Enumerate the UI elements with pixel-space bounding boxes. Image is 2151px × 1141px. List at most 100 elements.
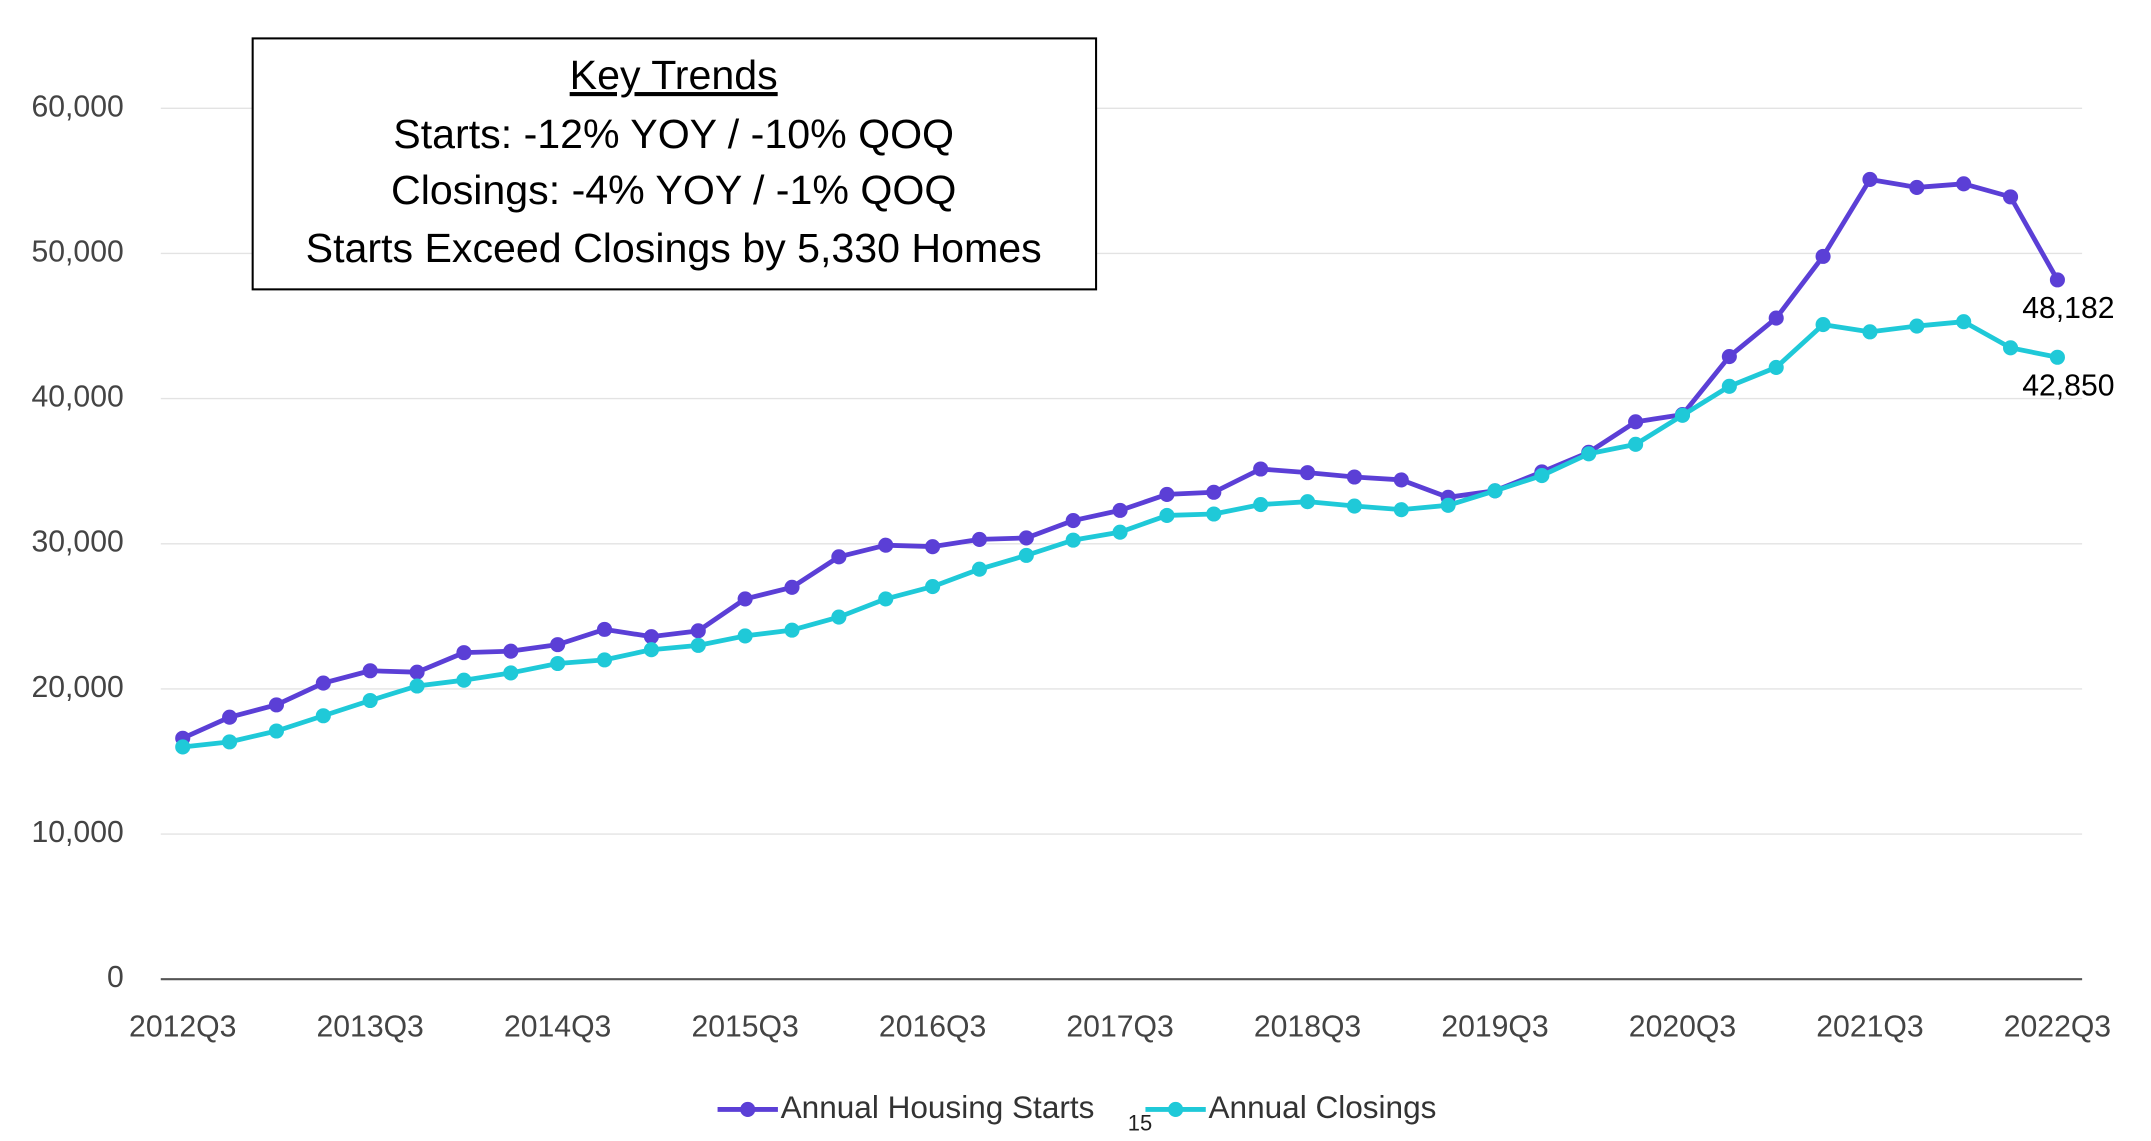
y-tick-label: 50,000: [32, 235, 124, 268]
data-point: [2003, 189, 2019, 205]
data-point: [1956, 176, 1972, 192]
data-point: [1393, 472, 1409, 488]
data-point: [1909, 179, 1925, 195]
annotation-line: Starts: -12% YOY / -10% QOQ: [393, 111, 954, 157]
data-point: [1299, 465, 1316, 481]
data-point: [2049, 272, 2065, 288]
data-point: [268, 697, 284, 713]
data-point: [831, 609, 847, 625]
x-tick-label: 2017Q3: [1066, 1011, 1173, 1044]
data-point: [596, 652, 613, 668]
data-point: [1346, 469, 1362, 485]
x-tick-label: 2019Q3: [1441, 1011, 1548, 1044]
data-point: [1768, 359, 1784, 375]
data-label: 42,850: [2022, 369, 2114, 402]
page-number: 15: [1128, 1110, 1152, 1135]
data-point: [1206, 506, 1222, 522]
x-tick-label: 2015Q3: [691, 1011, 798, 1044]
data-point: [1862, 171, 1878, 188]
data-point: [550, 637, 566, 653]
data-point: [1487, 483, 1503, 499]
data-point: [643, 642, 659, 658]
x-tick-label: 2022Q3: [2004, 1011, 2111, 1044]
data-point: [1862, 324, 1878, 340]
data-point: [643, 629, 659, 645]
data-point: [971, 531, 988, 547]
data-point: [1346, 498, 1362, 514]
y-tick-label: 0: [107, 961, 124, 994]
data-point: [1253, 461, 1269, 477]
data-point: [737, 628, 753, 644]
y-tick-label: 30,000: [32, 526, 124, 559]
data-point: [1721, 348, 1737, 365]
data-point: [456, 672, 472, 688]
data-point: [1065, 532, 1081, 548]
data-point: [1065, 512, 1081, 529]
data-point: [2049, 349, 2065, 365]
legend-marker: [740, 1101, 756, 1118]
data-point: [1721, 378, 1737, 394]
data-point: [1018, 547, 1034, 563]
data-point: [1674, 407, 1691, 423]
data-point: [1909, 318, 1925, 334]
data-point: [362, 692, 378, 709]
data-point: [784, 579, 800, 595]
data-point: [971, 561, 988, 577]
data-point: [1159, 486, 1175, 502]
data-point: [831, 549, 847, 565]
data-point: [1112, 502, 1128, 518]
data-point: [925, 539, 941, 555]
y-tick-label: 60,000: [32, 90, 124, 123]
x-tick-label: 2013Q3: [317, 1011, 424, 1044]
data-point: [409, 678, 425, 694]
data-point: [2003, 340, 2019, 356]
data-point: [1253, 497, 1269, 513]
annotation-box: [251, 37, 1098, 291]
data-point: [268, 723, 284, 739]
legend-marker: [1168, 1101, 1184, 1118]
data-point: [1534, 467, 1550, 484]
x-tick-label: 2012Q3: [129, 1011, 236, 1044]
x-tick-label: 2020Q3: [1629, 1011, 1736, 1044]
data-point: [690, 623, 706, 639]
data-point: [409, 664, 425, 680]
data-point: [1393, 502, 1409, 518]
annotation-title: Key Trends: [570, 52, 778, 98]
data-point: [175, 739, 191, 755]
x-tick-label: 2018Q3: [1254, 1011, 1361, 1044]
legend-label: Annual Housing Starts: [781, 1089, 1095, 1125]
annotation-line: Closings: -4% YOY / -1% QOQ: [391, 167, 956, 213]
data-point: [1956, 314, 1972, 330]
data-point: [1299, 494, 1316, 510]
data-label: 48,182: [2022, 292, 2114, 325]
data-point: [1112, 524, 1128, 540]
data-point: [362, 663, 378, 679]
data-point: [737, 591, 753, 607]
legend-label: Annual Closings: [1209, 1089, 1437, 1125]
x-tick-label: 2014Q3: [504, 1011, 611, 1044]
data-point: [315, 675, 331, 691]
data-point: [1768, 310, 1784, 326]
data-point: [596, 621, 613, 637]
data-point: [1440, 497, 1456, 513]
data-point: [503, 665, 519, 681]
data-point: [1581, 446, 1597, 462]
x-tick-label: 2016Q3: [879, 1011, 986, 1044]
x-tick-label: 2021Q3: [1816, 1011, 1923, 1044]
data-point: [1628, 414, 1644, 430]
data-point: [1628, 436, 1644, 452]
y-tick-label: 40,000: [32, 381, 124, 414]
data-point: [503, 643, 519, 659]
y-tick-label: 20,000: [32, 671, 124, 704]
data-point: [1815, 317, 1831, 333]
data-point: [1018, 530, 1034, 546]
data-point: [550, 655, 566, 672]
data-point: [222, 709, 238, 725]
data-point: [1159, 507, 1175, 523]
data-point: [690, 637, 706, 653]
y-tick-label: 10,000: [32, 816, 124, 849]
data-point: [878, 537, 894, 553]
data-point: [878, 591, 894, 607]
data-point: [1206, 484, 1222, 500]
